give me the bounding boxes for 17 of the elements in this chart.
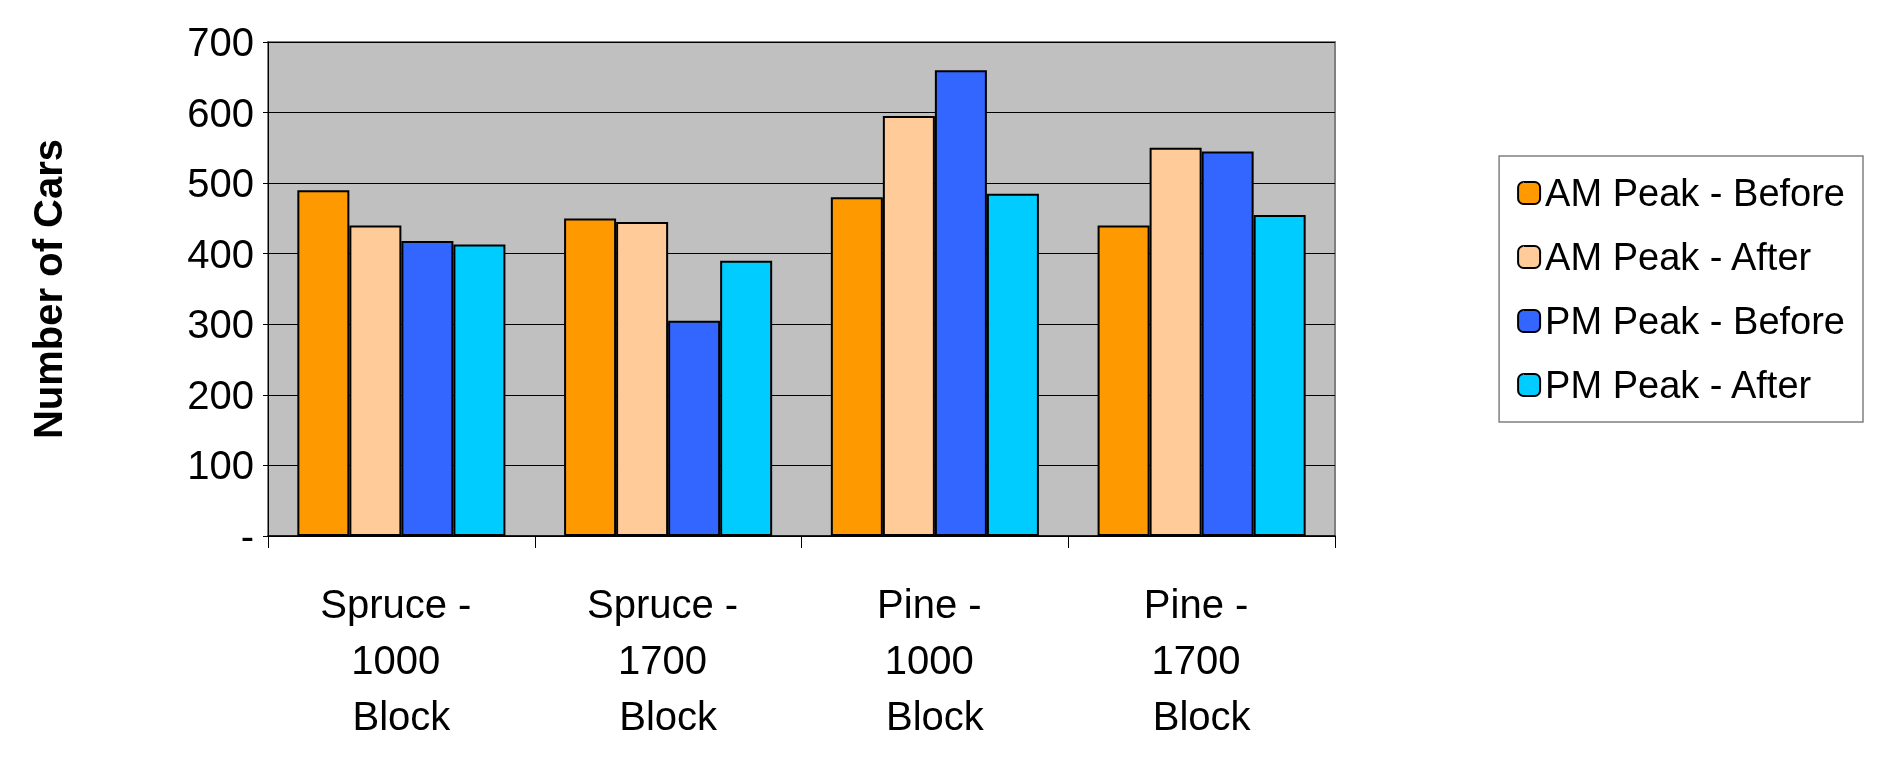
legend-label: AM Peak - Before bbox=[1545, 172, 1846, 214]
y-tick-label: 300 bbox=[187, 302, 254, 347]
legend-label: AM Peak - After bbox=[1545, 236, 1812, 278]
x-tick-label: Spruce - 1000 Block bbox=[320, 582, 483, 738]
legend-label: PM Peak - After bbox=[1545, 364, 1812, 406]
y-tick-label: 500 bbox=[187, 161, 254, 206]
y-tick-label: - bbox=[240, 514, 254, 558]
x-tick-label: Pine - 1700 Block bbox=[1143, 582, 1260, 738]
y-tick-label: 600 bbox=[187, 90, 254, 135]
y-tick-label: 100 bbox=[187, 443, 254, 488]
y-tick-label: 400 bbox=[187, 231, 254, 276]
y-tick-label: 200 bbox=[187, 372, 254, 417]
x-tick-label: Spruce - 1700 Block bbox=[586, 582, 750, 738]
y-tick-label: 700 bbox=[187, 20, 254, 64]
y-axis-title: Number of Cars bbox=[26, 138, 70, 440]
x-tick-label: Pine - 1000 Block bbox=[877, 582, 993, 738]
legend-label: PM Peak - Before bbox=[1545, 300, 1846, 342]
